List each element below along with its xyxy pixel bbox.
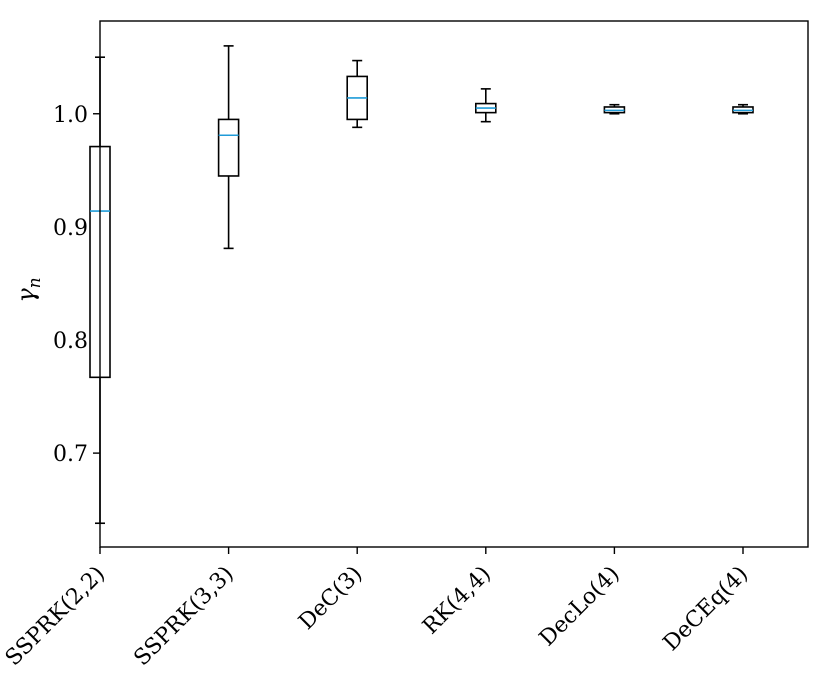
- y-tick-label: 1.0: [53, 103, 88, 128]
- x-tick-label: DecLo(4): [535, 562, 625, 652]
- plot-background: [100, 21, 808, 547]
- y-axis-label: γn: [12, 277, 45, 302]
- y-axis-label-subscript: n: [25, 277, 45, 288]
- box-DeC(3): [346, 59, 369, 129]
- box-RK(4,4): [474, 88, 497, 123]
- box-SSPRK(3,3): [217, 45, 240, 250]
- plot-frame: [99, 20, 809, 548]
- x-tick-label: DeCEq(4): [659, 562, 754, 657]
- x-axis: SSPRK(2,2) SSPRK(3,3) DeC(3) RK(4,4) DecLo(4…: [1, 547, 753, 671]
- y-axis: 0.7 0.8 0.9 1.0: [53, 103, 100, 467]
- y-tick-label: 0.8: [53, 329, 88, 354]
- x-tick-label: SSPRK(3,3): [129, 562, 238, 671]
- iqr-box: [217, 118, 240, 177]
- box-DeCEq(4): [732, 103, 754, 115]
- y-axis-label-symbol: γ: [12, 288, 40, 303]
- x-tick-label: RK(4,4): [418, 562, 496, 640]
- y-tick-label: 0.9: [53, 216, 88, 241]
- y-tick-label: 0.7: [53, 442, 88, 467]
- box-DecLo(4): [603, 103, 626, 115]
- x-tick-label: SSPRK(2,2): [1, 562, 110, 671]
- x-tick-label: DeC(3): [294, 562, 367, 635]
